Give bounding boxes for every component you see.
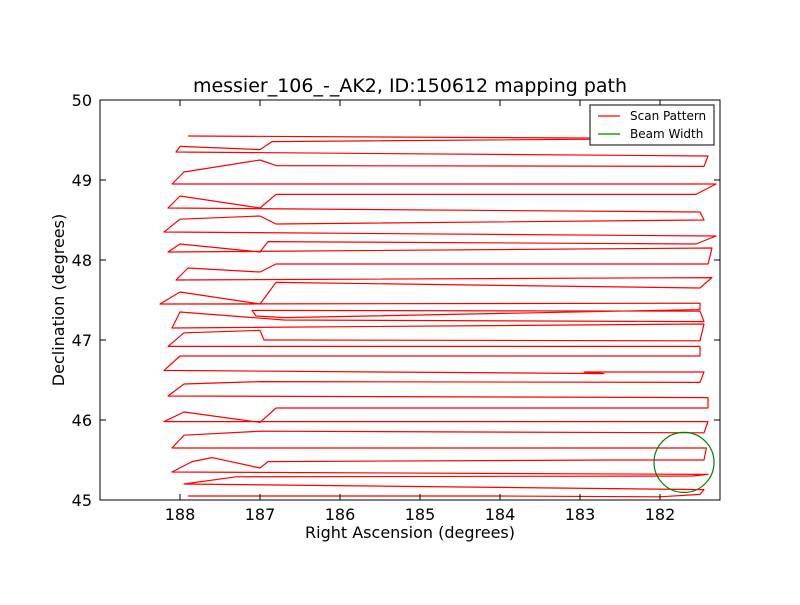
y-tick-label: 46 — [72, 411, 92, 430]
chart-title: messier_106_-_AK2, ID:150612 mapping pat… — [193, 75, 627, 97]
y-tick-label: 45 — [72, 491, 92, 510]
plot-area — [100, 100, 720, 500]
scan-pattern-line — [159, 135, 717, 498]
y-axis-label: Declination (degrees) — [49, 214, 68, 386]
x-axis-label: Right Ascension (degrees) — [305, 523, 515, 542]
x-axis-ticks: 188 187 186 185 184 183 182 — [165, 100, 676, 524]
x-tick-label: 187 — [245, 505, 276, 524]
y-tick-label: 48 — [72, 251, 92, 270]
x-tick-label: 186 — [325, 505, 356, 524]
plot-frame — [99, 99, 721, 501]
y-axis-ticks: 45 46 47 48 49 50 — [72, 91, 720, 510]
series-layer — [159, 135, 717, 498]
x-tick-label: 188 — [165, 505, 196, 524]
x-tick-label: 182 — [645, 505, 676, 524]
beam-width-circle — [653, 431, 715, 493]
legend-label-scan-pattern: Scan Pattern — [630, 109, 706, 123]
y-tick-label: 47 — [72, 331, 92, 350]
legend-box — [589, 104, 715, 146]
y-tick-label: 49 — [72, 171, 92, 190]
x-tick-label: 184 — [485, 505, 516, 524]
legend-label-beam-width: Beam Width — [630, 127, 703, 141]
x-tick-label: 183 — [565, 505, 596, 524]
y-tick-label: 50 — [72, 91, 92, 110]
legend: Scan Pattern Beam Width — [589, 104, 715, 146]
x-tick-label: 185 — [405, 505, 436, 524]
